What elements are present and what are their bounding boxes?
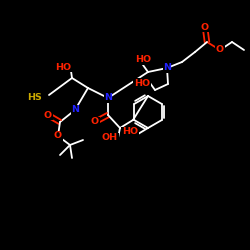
Text: O: O: [201, 22, 209, 32]
Text: O: O: [44, 110, 52, 120]
Text: O: O: [216, 46, 224, 54]
Text: HO: HO: [135, 56, 151, 64]
Text: N: N: [71, 106, 79, 114]
Text: O: O: [54, 132, 62, 140]
Text: HO: HO: [134, 78, 150, 88]
Text: O: O: [91, 118, 99, 126]
Text: HO: HO: [122, 128, 138, 136]
Text: HS: HS: [28, 92, 42, 102]
Text: HO: HO: [55, 62, 71, 72]
Text: OH: OH: [102, 134, 118, 142]
Text: N: N: [104, 94, 112, 102]
Text: N: N: [163, 64, 171, 72]
